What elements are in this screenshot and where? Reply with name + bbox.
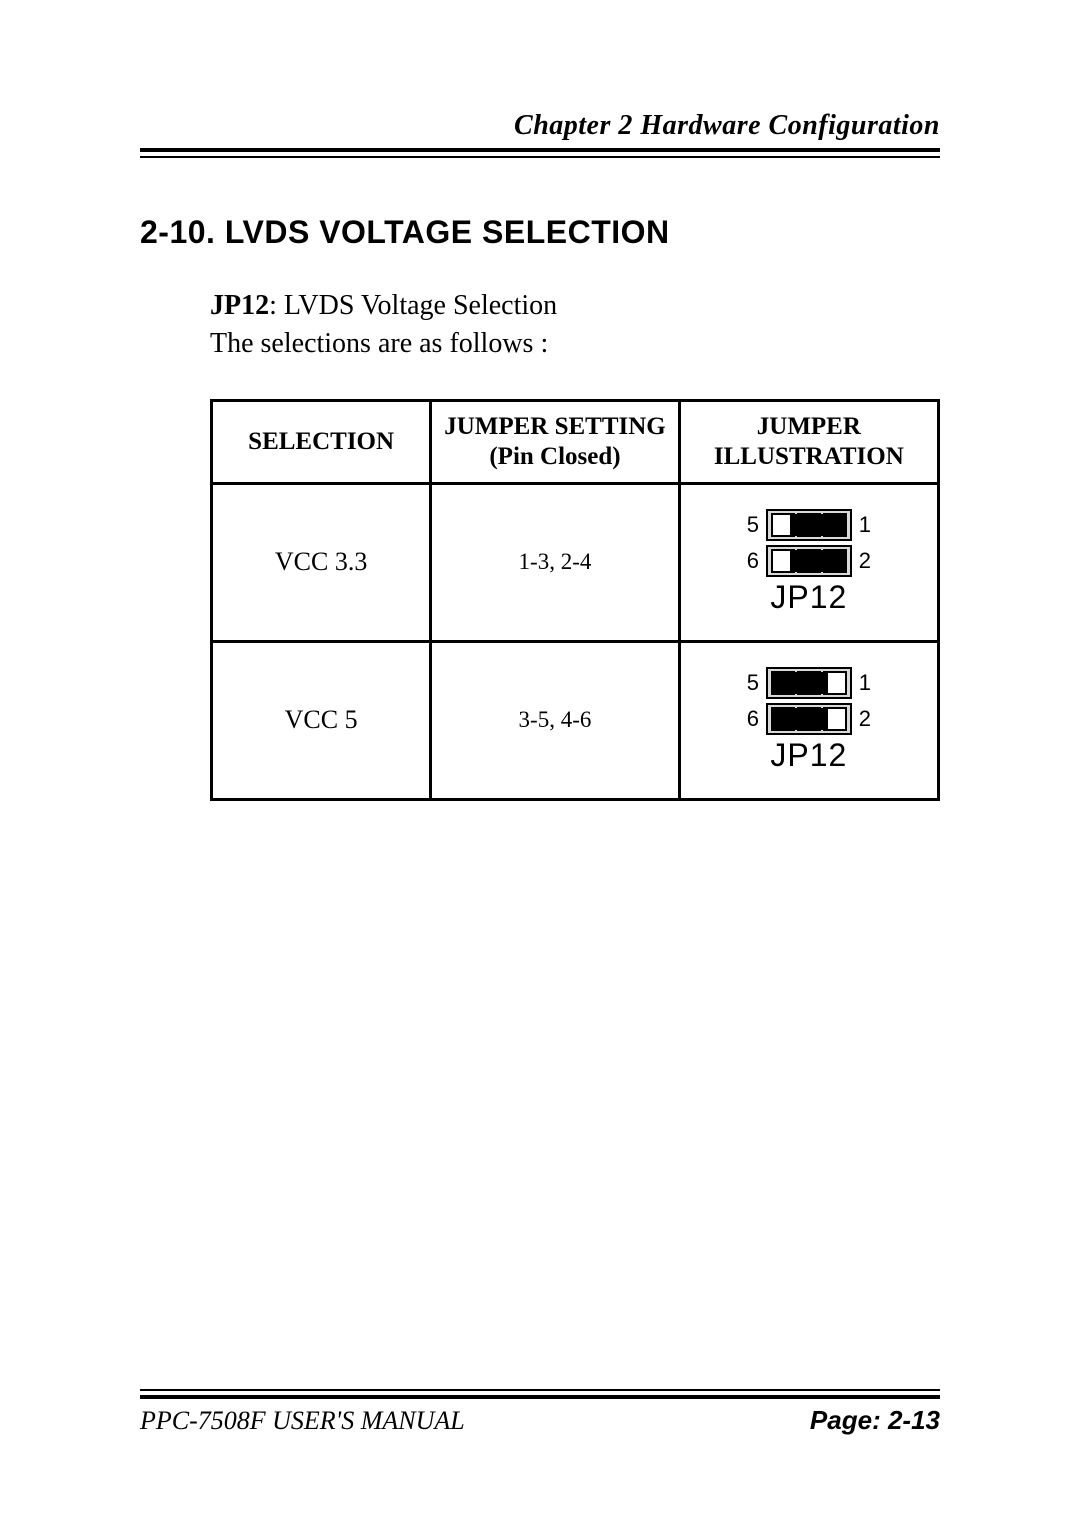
jumper-name: JP12: [744, 737, 874, 774]
footer-rule: [140, 1389, 940, 1399]
pin-label: 6: [744, 708, 762, 730]
pin-label: 6: [744, 550, 762, 572]
pin-label: 5: [744, 514, 762, 536]
th-setting: JUMPER SETTING (Pin Closed): [431, 400, 679, 483]
pin-label: 1: [856, 514, 874, 536]
table-row: VCC 3.3 1-3, 2-4 5: [212, 483, 939, 641]
th-illustration: JUMPER ILLUSTRATION: [679, 400, 938, 483]
jumper-cap: [772, 672, 828, 694]
jumper-diagram: 5 1 6: [744, 509, 874, 616]
th-illus-line2: ILLUSTRATION: [687, 442, 931, 472]
jumper-body-bot: [766, 703, 852, 735]
chapter-header: Chapter 2 Hardware Configuration: [140, 110, 940, 142]
page: Chapter 2 Hardware Configuration 2-10. L…: [0, 0, 1080, 1526]
jumper-cap: [790, 550, 846, 572]
cell-setting: 1-3, 2-4: [431, 483, 679, 641]
cell-selection: VCC 5: [212, 641, 431, 799]
jumper-table: SELECTION JUMPER SETTING (Pin Closed) JU…: [210, 399, 940, 801]
jumper-cap: [772, 708, 828, 730]
cell-illustration: 5 1 6: [679, 483, 938, 641]
footer-manual: PPC-7508F USER'S MANUAL: [140, 1406, 465, 1436]
jumper-diagram: 5 1 6: [744, 667, 874, 774]
jumper-body-bot: [766, 545, 852, 577]
th-setting-line1: JUMPER SETTING: [444, 413, 666, 440]
th-illus-line1: JUMPER: [757, 413, 861, 440]
th-setting-line2: (Pin Closed): [438, 442, 671, 472]
pin-label: 2: [856, 550, 874, 572]
jp-desc: : LVDS Voltage Selection: [269, 290, 557, 321]
intro-block: JP12: LVDS Voltage Selection The selecti…: [210, 287, 940, 363]
jumper-body-top: [766, 667, 852, 699]
jumper-cap: [790, 514, 846, 536]
table-header-row: SELECTION JUMPER SETTING (Pin Closed) JU…: [212, 400, 939, 483]
th-selection: SELECTION: [212, 400, 431, 483]
cell-setting: 3-5, 4-6: [431, 641, 679, 799]
section-title: 2-10. LVDS VOLTAGE SELECTION: [140, 214, 940, 251]
page-footer: PPC-7508F USER'S MANUAL Page: 2-13: [140, 1389, 940, 1436]
intro-line2: The selections are as follows :: [210, 328, 548, 359]
jp-label: JP12: [210, 290, 269, 321]
pin-label: 5: [744, 672, 762, 694]
jumper-name: JP12: [744, 579, 874, 616]
jumper-body-top: [766, 509, 852, 541]
table-row: VCC 5 3-5, 4-6 5: [212, 641, 939, 799]
footer-page: Page: 2-13: [810, 1405, 940, 1436]
cell-selection: VCC 3.3: [212, 483, 431, 641]
pin-label: 1: [856, 672, 874, 694]
cell-illustration: 5 1 6: [679, 641, 938, 799]
pin-label: 2: [856, 708, 874, 730]
header-rule: [140, 148, 940, 158]
